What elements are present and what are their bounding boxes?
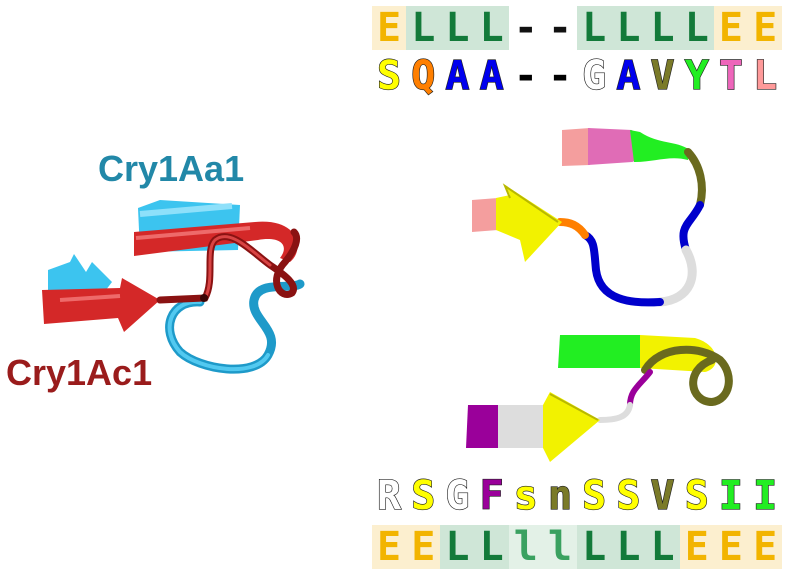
top-residue: V xyxy=(650,53,675,99)
top-ss-cell: L xyxy=(406,6,441,50)
bottom-residue: V xyxy=(650,473,675,519)
cry1aa1-label: Cry1Aa1 xyxy=(98,148,245,189)
top-ss-cell: E xyxy=(713,6,749,50)
bottom-ss-cell: E xyxy=(406,525,441,569)
bottom-ss-cell: E xyxy=(679,525,714,569)
top-residue: Y xyxy=(684,53,709,99)
bottom-residue: I xyxy=(718,473,744,519)
bottom-ss-cell: L xyxy=(440,525,475,569)
bottom-ss-cell: E xyxy=(372,525,407,569)
bottom-structure xyxy=(466,335,733,462)
bottom-residue: S xyxy=(616,473,641,519)
top-ss-cell: - xyxy=(513,5,538,51)
top-ss-cell: L xyxy=(577,6,612,50)
bottom-ss-cell: E xyxy=(748,525,783,569)
bottom-ss-cell: L xyxy=(645,525,680,569)
bottom-residue: s xyxy=(513,473,538,519)
top-ss-cell: L xyxy=(645,6,680,50)
bottom-residue: R xyxy=(376,473,402,519)
bottom-residue: S xyxy=(411,473,436,519)
bottom-ss-cell: E xyxy=(713,525,749,569)
bottom-residue: F xyxy=(479,473,504,519)
top-ss-cell: L xyxy=(679,6,714,50)
top-ss-cell: L xyxy=(474,6,509,50)
cry1ac1-label: Cry1Ac1 xyxy=(6,352,153,393)
top-residue: S xyxy=(376,53,402,99)
top-residue: A xyxy=(445,53,470,99)
bottom-ss-cell: l xyxy=(508,525,543,569)
bottom-ss-cell: L xyxy=(611,525,646,569)
top-residue: G xyxy=(582,53,607,99)
top-residue: Q xyxy=(411,53,436,99)
top-residue: A xyxy=(616,53,641,99)
top-residue: - xyxy=(547,53,573,99)
top-residue: T xyxy=(718,53,744,99)
top-ss-cell: E xyxy=(748,6,783,50)
top-ss-cell: E xyxy=(372,6,407,50)
cry1ac1-ribbon xyxy=(42,221,301,332)
bottom-ss-cell: l xyxy=(542,525,578,569)
top-residue: L xyxy=(752,53,778,99)
top-structure xyxy=(472,128,706,307)
bottom-residue: n xyxy=(547,473,573,519)
top-residue: - xyxy=(513,53,538,99)
top-ss-cell: L xyxy=(611,6,646,50)
bottom-ss-cell: L xyxy=(474,525,509,569)
top-ss-cell: - xyxy=(547,5,573,51)
bottom-residue: S xyxy=(582,473,607,519)
top-residue: A xyxy=(479,53,504,99)
bottom-residue: S xyxy=(684,473,709,519)
top-ss-cell: L xyxy=(440,6,475,50)
bottom-residue: G xyxy=(445,473,470,519)
bottom-ss-cell: L xyxy=(577,525,612,569)
bottom-residue: I xyxy=(752,473,778,519)
